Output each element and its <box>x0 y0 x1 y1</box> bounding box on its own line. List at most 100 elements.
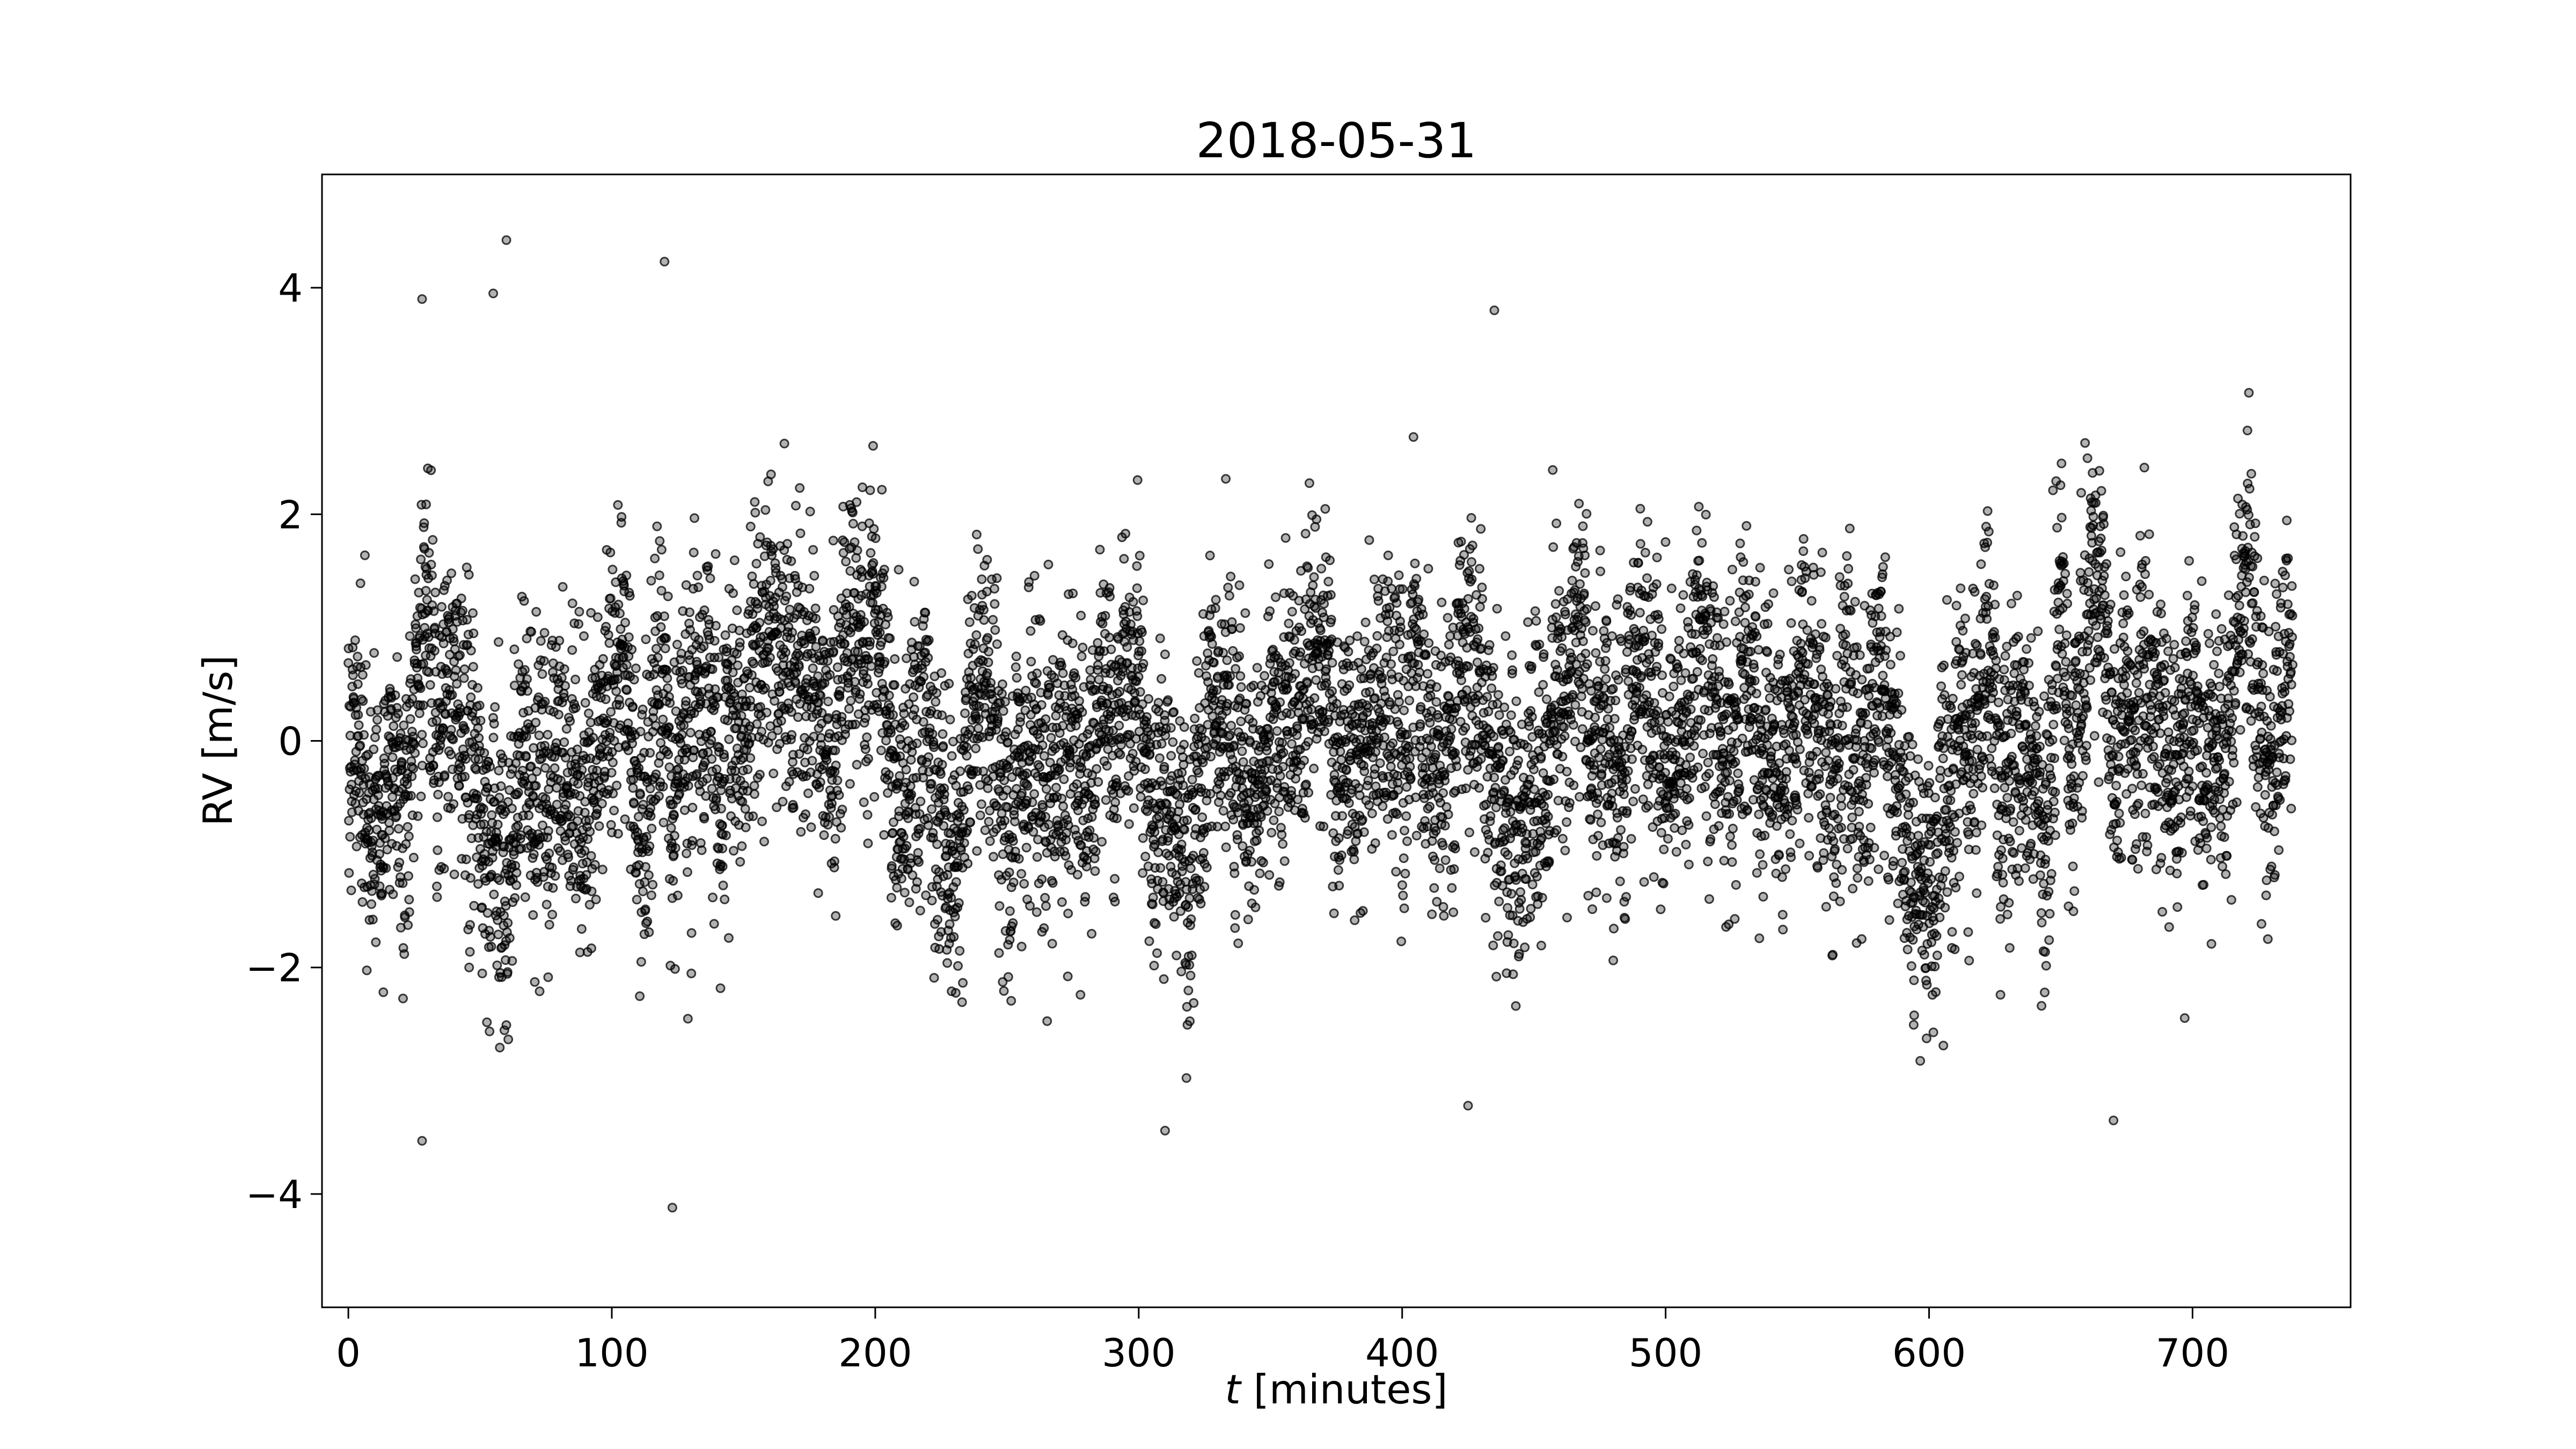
data-point <box>539 656 549 666</box>
data-point <box>1492 604 1502 614</box>
data-point <box>723 933 734 943</box>
data-point <box>1464 566 1474 576</box>
data-point <box>807 756 817 766</box>
data-point <box>1076 611 1086 620</box>
data-point <box>879 830 889 840</box>
data-point <box>402 822 413 832</box>
data-point <box>1058 721 1068 731</box>
data-point <box>554 635 565 646</box>
data-point <box>461 854 471 865</box>
data-point <box>1414 595 1424 605</box>
data-point <box>718 880 728 890</box>
data-point <box>614 700 625 710</box>
data-point <box>1404 696 1415 706</box>
data-point <box>1487 671 1497 681</box>
data-point <box>1467 574 1477 584</box>
data-point <box>448 734 458 744</box>
data-point <box>447 568 457 579</box>
data-point <box>1341 765 1351 775</box>
data-point <box>1538 680 1548 690</box>
data-point <box>645 748 655 758</box>
data-point <box>399 720 409 730</box>
data-point <box>433 845 443 855</box>
data-point <box>1326 614 1336 625</box>
data-point <box>1110 797 1121 808</box>
data-point <box>801 809 810 819</box>
data-point <box>364 825 374 836</box>
data-point <box>765 653 775 663</box>
data-point <box>962 825 972 836</box>
data-point <box>831 760 841 771</box>
data-point <box>819 830 829 840</box>
data-point <box>1438 788 1448 798</box>
data-point <box>428 761 438 771</box>
data-point <box>597 799 607 809</box>
data-point <box>655 536 665 546</box>
data-point <box>1230 868 1240 879</box>
data-point <box>690 513 699 523</box>
data-point <box>687 802 698 813</box>
data-point <box>388 773 398 783</box>
data-point <box>1542 694 1552 704</box>
data-point <box>1154 819 1164 829</box>
data-point <box>640 904 650 914</box>
data-point <box>521 752 531 762</box>
data-point <box>1128 749 1138 759</box>
data-point <box>1010 816 1020 826</box>
data-point <box>361 660 371 670</box>
data-point <box>888 828 898 838</box>
data-point <box>1138 868 1148 878</box>
data-point <box>529 849 539 859</box>
data-point <box>815 777 825 787</box>
data-point <box>355 578 365 588</box>
data-point <box>1172 950 1182 961</box>
data-point <box>951 877 961 887</box>
data-point <box>439 863 449 874</box>
data-point <box>1526 661 1536 671</box>
data-point <box>621 660 632 670</box>
data-point <box>719 752 729 763</box>
data-point <box>511 868 522 878</box>
data-point <box>1440 775 1450 786</box>
data-point <box>1490 782 1501 793</box>
data-point <box>1012 672 1022 683</box>
data-point <box>416 792 426 801</box>
data-point <box>594 821 604 831</box>
data-point <box>813 888 823 898</box>
data-point <box>980 825 990 835</box>
data-point <box>623 718 633 728</box>
data-point <box>1097 837 1107 847</box>
data-point <box>371 937 381 947</box>
data-point <box>994 901 1005 911</box>
data-point <box>1548 465 1558 475</box>
data-point <box>1445 732 1455 742</box>
data-point <box>1157 674 1167 684</box>
data-point <box>813 671 823 681</box>
data-point <box>1509 938 1519 948</box>
data-point <box>1507 650 1517 660</box>
data-point <box>1160 649 1170 660</box>
data-point <box>432 892 442 902</box>
data-point <box>990 599 1000 609</box>
data-point <box>715 983 726 993</box>
data-point <box>1039 923 1049 933</box>
data-point <box>1319 599 1329 609</box>
data-point <box>1041 901 1051 911</box>
data-point <box>371 724 382 735</box>
data-point <box>875 627 885 638</box>
data-point <box>350 635 360 645</box>
data-point <box>399 949 409 959</box>
data-point <box>612 674 623 684</box>
data-point <box>829 856 839 866</box>
data-point <box>983 633 993 643</box>
data-point <box>962 751 972 761</box>
data-point <box>950 988 961 998</box>
data-point <box>823 656 833 666</box>
data-point <box>1168 737 1178 747</box>
data-point <box>1068 588 1078 598</box>
data-point <box>531 607 541 617</box>
data-point <box>1057 793 1067 803</box>
data-point <box>464 962 474 972</box>
data-point <box>663 683 673 693</box>
data-point <box>1525 774 1535 785</box>
